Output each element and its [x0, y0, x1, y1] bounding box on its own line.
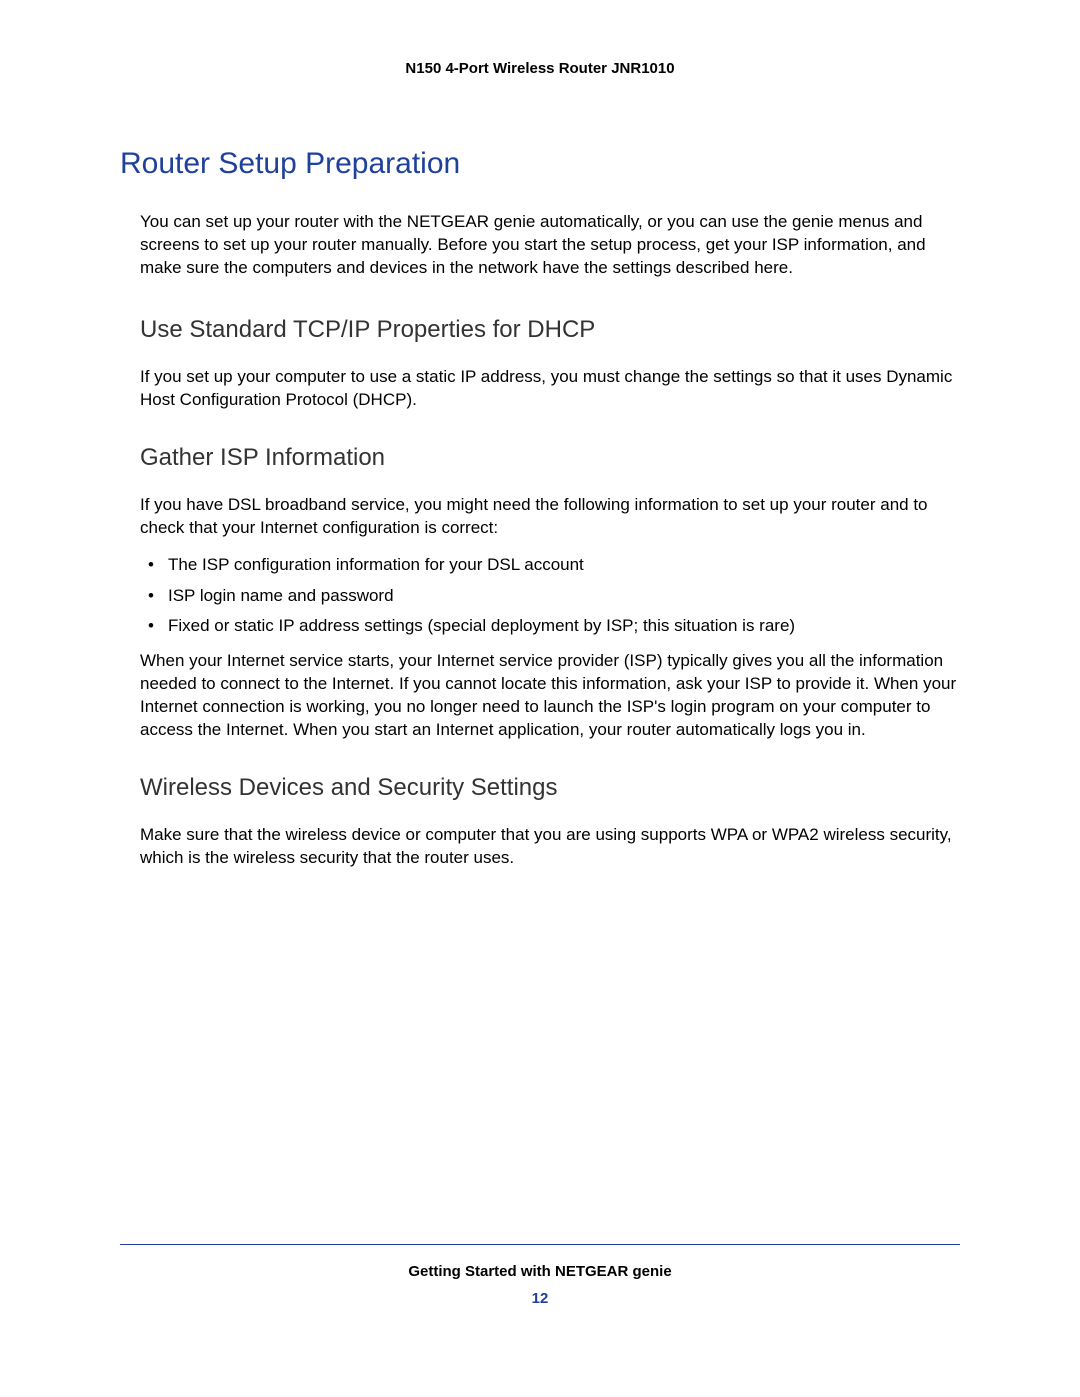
- page-footer: Getting Started with NETGEAR genie 12: [120, 1244, 960, 1307]
- list-item: Fixed or static IP address settings (spe…: [140, 615, 960, 638]
- bullet-list-isp: The ISP configuration information for yo…: [140, 554, 960, 639]
- section-heading-wireless: Wireless Devices and Security Settings: [140, 774, 960, 802]
- body-paragraph-isp-intro: If you have DSL broadband service, you m…: [140, 494, 960, 540]
- page-title: Router Setup Preparation: [120, 147, 960, 181]
- intro-paragraph: You can set up your router with the NETG…: [140, 211, 960, 280]
- page-number: 12: [120, 1290, 960, 1307]
- section-heading-tcpip: Use Standard TCP/IP Properties for DHCP: [140, 316, 960, 344]
- footer-divider: [120, 1244, 960, 1245]
- body-paragraph-isp-after: When your Internet service starts, your …: [140, 650, 960, 742]
- body-paragraph-wireless: Make sure that the wireless device or co…: [140, 824, 960, 870]
- list-item: ISP login name and password: [140, 585, 960, 608]
- list-item: The ISP configuration information for yo…: [140, 554, 960, 577]
- section-heading-isp: Gather ISP Information: [140, 444, 960, 472]
- footer-chapter: Getting Started with NETGEAR genie: [120, 1263, 960, 1280]
- document-header: N150 4-Port Wireless Router JNR1010: [120, 60, 960, 77]
- body-paragraph-tcpip: If you set up your computer to use a sta…: [140, 366, 960, 412]
- document-page: N150 4-Port Wireless Router JNR1010 Rout…: [0, 0, 1080, 870]
